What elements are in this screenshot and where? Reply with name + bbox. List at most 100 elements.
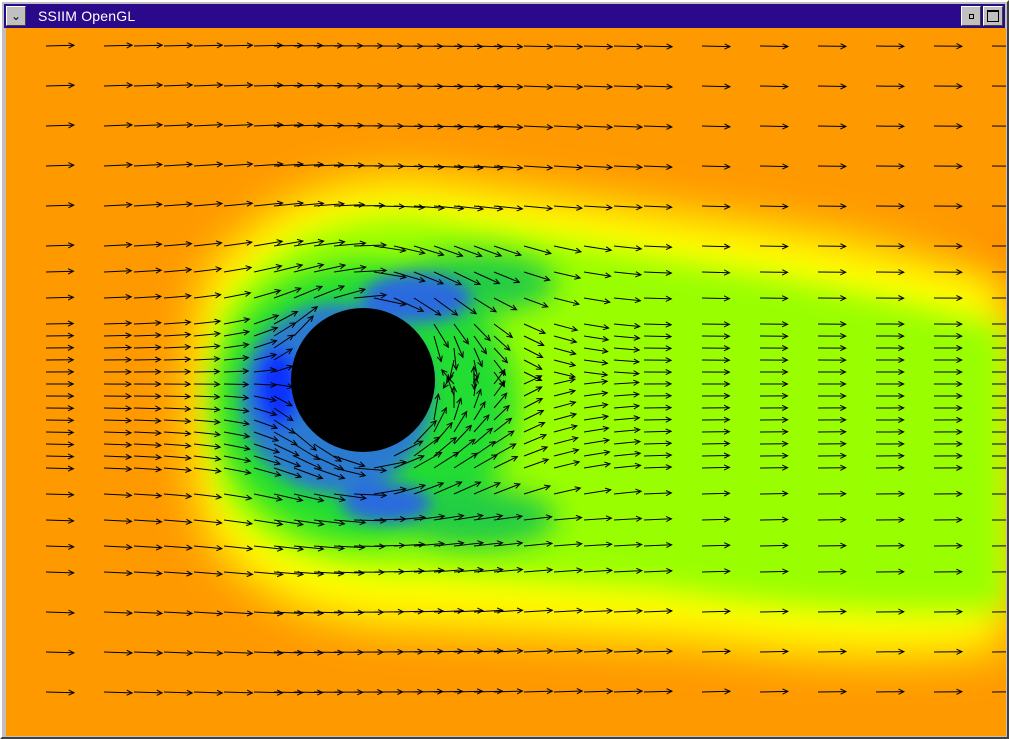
velocity-arrowhead: [297, 520, 305, 527]
velocity-arrowhead: [154, 368, 162, 375]
velocity-arrowhead: [338, 473, 346, 480]
velocity-arrowhead: [511, 456, 519, 462]
velocity-arrowhead: [216, 200, 224, 208]
velocity-arrow: [223, 343, 249, 349]
velocity-arrowhead: [155, 429, 162, 437]
velocity-arrowhead: [213, 343, 221, 350]
velocity-arrowhead: [666, 567, 673, 575]
velocity-arrowhead: [68, 689, 76, 696]
velocity-arrow: [273, 395, 293, 407]
title-bar[interactable]: ⌄ SSIIM OpenGL: [4, 4, 1005, 28]
velocity-arrowhead: [898, 648, 906, 655]
velocity-arrow: [193, 84, 223, 87]
velocity-arrow: [553, 271, 581, 279]
velocity-arrowhead: [516, 688, 524, 695]
velocity-arrow: [103, 467, 132, 470]
velocity-arrowhead: [477, 648, 484, 655]
velocity-arrow: [253, 340, 277, 349]
velocity-arrowhead: [665, 380, 673, 388]
velocity-arrowhead: [782, 688, 790, 695]
velocity-arrowhead: [782, 542, 789, 549]
velocity-arrow: [523, 569, 553, 573]
minimize-button[interactable]: [961, 6, 981, 26]
velocity-arrowhead: [634, 462, 642, 469]
velocity-arrowhead: [242, 355, 250, 362]
velocity-arrow: [493, 650, 523, 653]
velocity-arrow: [223, 241, 252, 247]
velocity-arrowhead: [496, 607, 504, 614]
opengl-viewport[interactable]: [6, 28, 1006, 736]
velocity-arrowhead: [606, 83, 614, 90]
velocity-arrow: [273, 611, 303, 614]
velocity-arrowhead: [276, 689, 284, 696]
velocity-arrow: [163, 333, 191, 337]
velocity-arrowhead: [126, 649, 134, 656]
velocity-arrowhead: [339, 263, 347, 270]
velocity-arrow: [293, 285, 323, 299]
velocity-arrowhead: [724, 83, 732, 90]
velocity-arrow: [493, 443, 516, 457]
velocity-arrowhead: [956, 688, 964, 695]
velocity-arrow: [133, 322, 161, 325]
velocity-arrow: [413, 436, 440, 457]
velocity-arrowhead: [956, 295, 963, 302]
velocity-arrow: [453, 271, 481, 285]
velocity-arrowhead: [418, 204, 426, 211]
velocity-arrow: [103, 244, 132, 247]
velocity-arrow: [333, 467, 366, 477]
velocity-arrowhead: [156, 121, 164, 129]
velocity-arrowhead: [125, 393, 133, 400]
velocity-arrow: [313, 571, 344, 575]
velocity-arrow: [163, 691, 193, 694]
velocity-arrowhead: [604, 487, 612, 494]
velocity-arrowhead: [479, 401, 486, 409]
velocity-arrowhead: [635, 515, 643, 522]
velocity-arrowhead: [839, 392, 847, 400]
velocity-arrow: [223, 691, 253, 694]
velocity-arrow: [193, 467, 221, 472]
maximize-button[interactable]: [983, 6, 1003, 26]
velocity-arrowhead: [243, 432, 251, 439]
velocity-arrowhead: [246, 519, 254, 527]
velocity-arrow: [553, 347, 576, 355]
velocity-arrowhead: [246, 42, 254, 49]
velocity-arrow: [273, 493, 303, 501]
velocity-arrow: [493, 690, 523, 693]
velocity-arrowhead: [546, 540, 554, 547]
velocity-arrow: [133, 519, 162, 523]
velocity-arrowhead: [490, 306, 498, 313]
velocity-arrowhead: [633, 415, 641, 422]
velocity-arrowhead: [604, 272, 612, 279]
velocity-arrow: [223, 44, 253, 47]
velocity-arrowhead: [634, 438, 642, 446]
velocity-arrow: [313, 164, 344, 167]
velocity-arrow: [453, 205, 484, 210]
velocity-arrow: [473, 271, 500, 284]
velocity-arrowhead: [782, 83, 790, 90]
velocity-arrowhead: [501, 392, 508, 400]
velocity-arrowhead: [516, 83, 524, 90]
velocity-arrowhead: [214, 330, 222, 338]
velocity-arrowhead: [898, 203, 905, 210]
velocity-arrowhead: [781, 516, 789, 523]
velocity-arrowhead: [470, 308, 478, 315]
velocity-arrow: [193, 443, 221, 448]
velocity-arrow: [223, 84, 253, 87]
velocity-arrow: [493, 609, 523, 613]
velocity-arrow: [453, 481, 481, 495]
velocity-arrow: [45, 124, 74, 127]
velocity-arrow: [701, 650, 730, 653]
system-menu-button[interactable]: ⌄: [6, 6, 26, 26]
velocity-arrow: [643, 492, 672, 495]
velocity-arrowhead: [358, 461, 366, 468]
velocity-arrow: [473, 125, 503, 128]
velocity-arrowhead: [636, 688, 644, 695]
velocity-arrowhead: [781, 452, 789, 459]
velocity-arrowhead: [317, 649, 324, 656]
velocity-arrow: [223, 383, 249, 385]
velocity-arrow: [493, 380, 506, 397]
velocity-arrowhead: [477, 123, 484, 131]
velocity-arrow: [453, 569, 484, 573]
velocity-arrowhead: [516, 124, 524, 131]
velocity-arrow: [553, 449, 579, 457]
